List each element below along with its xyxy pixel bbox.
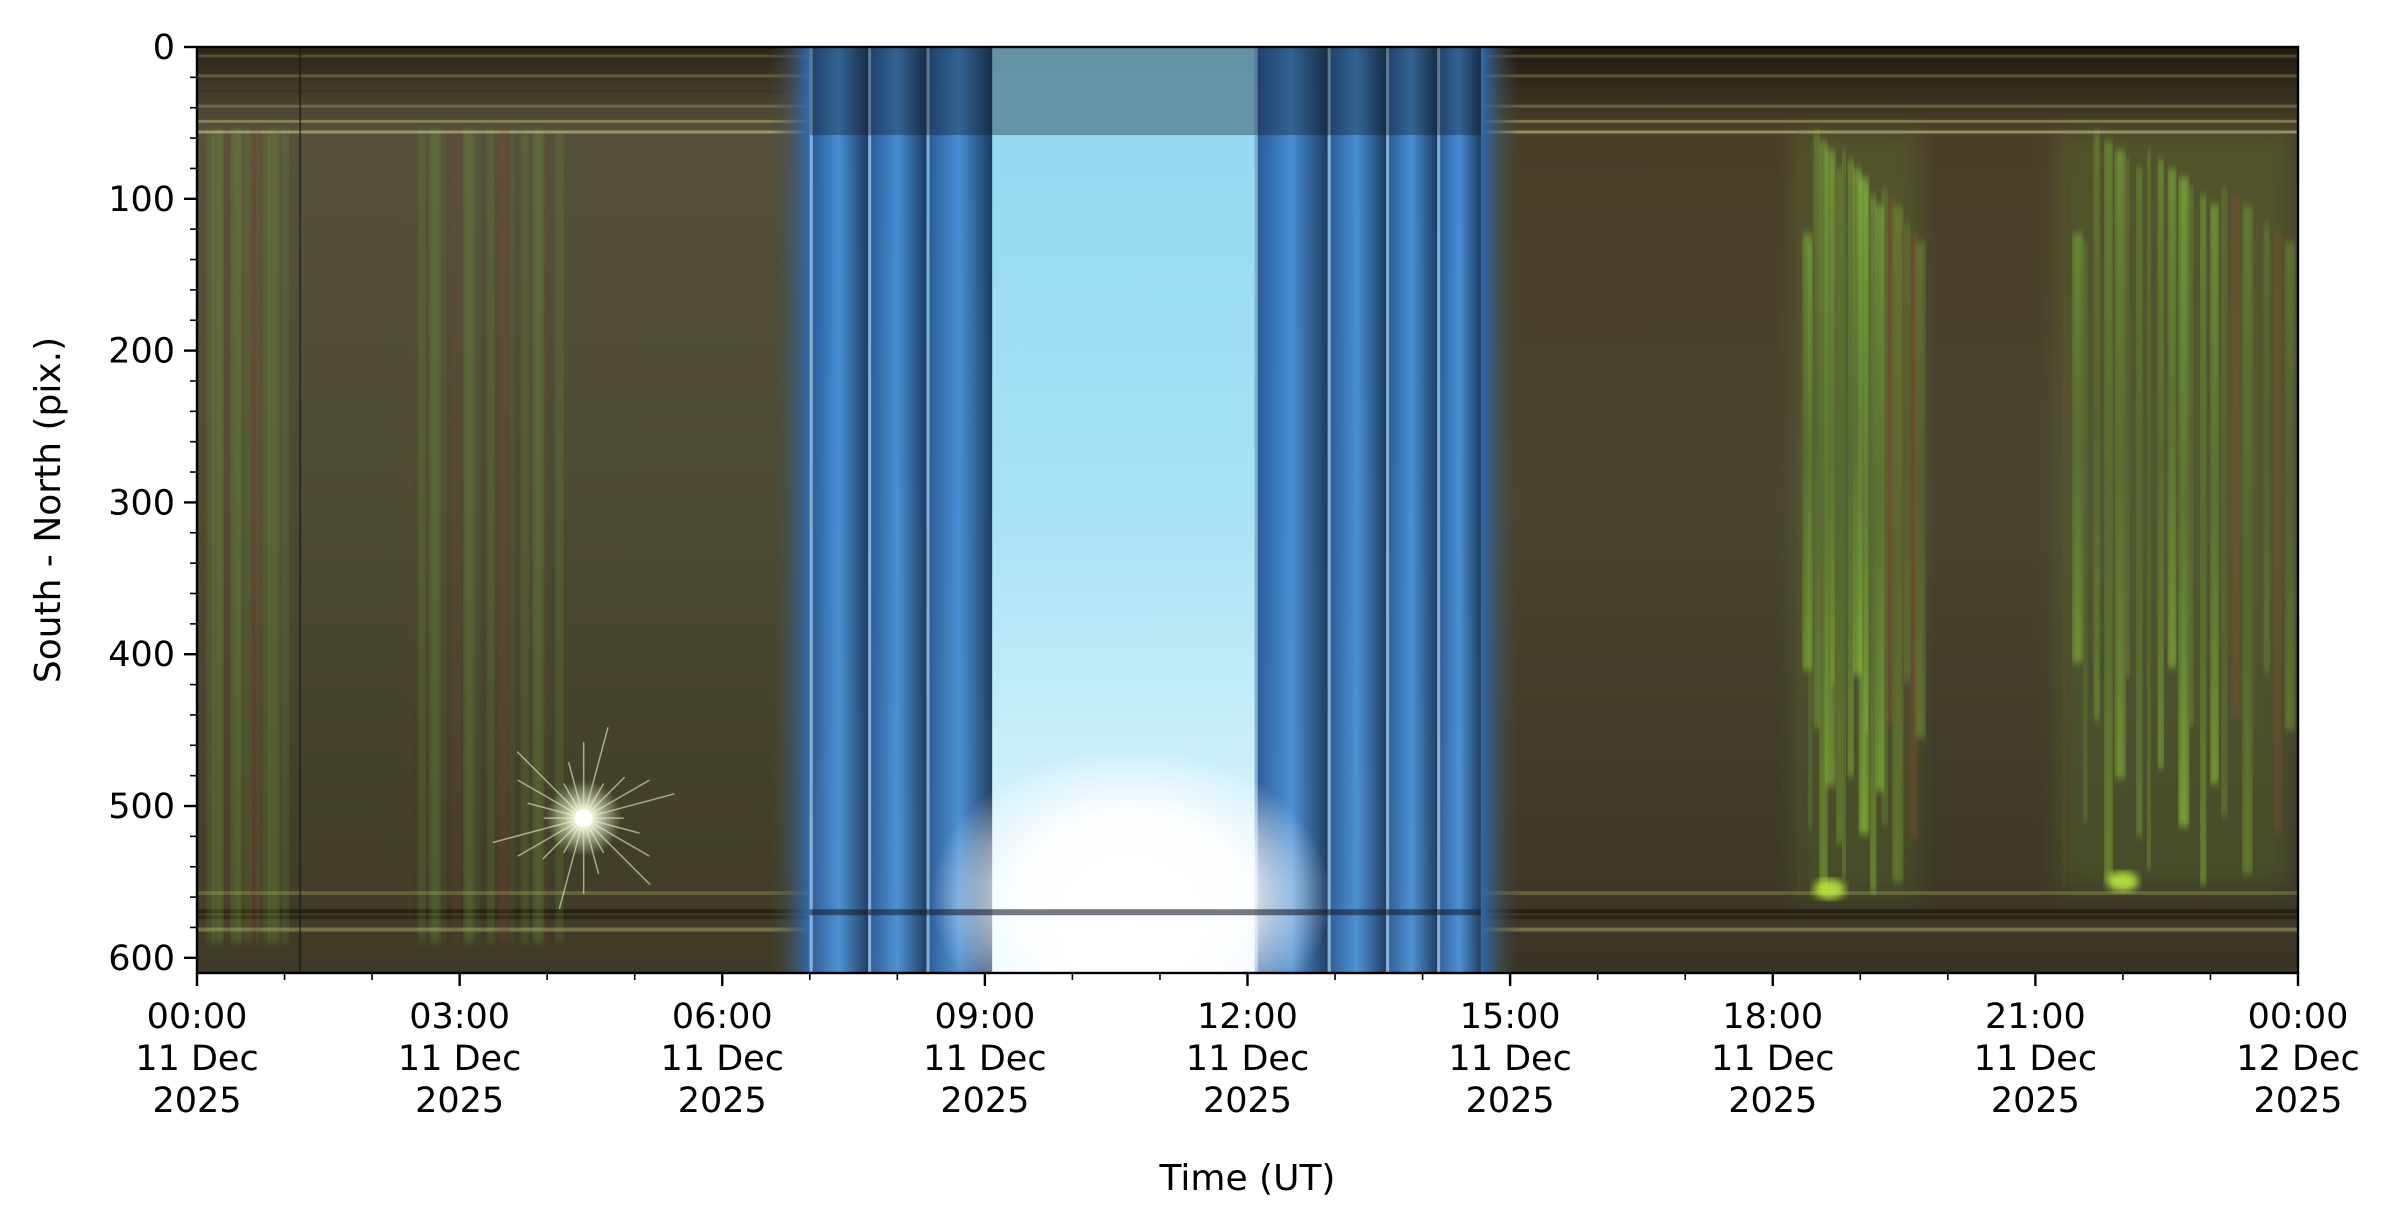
y-tick-label: 100 — [108, 180, 175, 220]
x-tick-label: 15:00 11 Dec 2025 — [1448, 997, 1571, 1121]
keogram-image — [197, 47, 2298, 973]
y-axis-label: South - North (pix.) — [28, 337, 69, 683]
y-tick-label: 200 — [108, 332, 175, 372]
x-tick-year: 2025 — [940, 1081, 1029, 1121]
x-tick-date: 11 Dec — [135, 1039, 258, 1079]
y-tick-label: 500 — [108, 787, 175, 827]
x-tick-year: 2025 — [678, 1081, 767, 1121]
y-tick-label: 0 — [153, 28, 175, 68]
x-tick-year: 2025 — [152, 1081, 241, 1121]
aurora-arc-1 — [1794, 130, 1925, 900]
x-tick-year: 2025 — [415, 1081, 504, 1121]
x-tick-date: 11 Dec — [1448, 1039, 1571, 1079]
bright-star — [492, 727, 675, 910]
x-tick-time: 09:00 — [934, 997, 1035, 1037]
x-tick-date: 11 Dec — [398, 1039, 521, 1079]
x-tick-date: 11 Dec — [1974, 1039, 2097, 1079]
x-tick-label: 12:00 11 Dec 2025 — [1186, 997, 1309, 1121]
y-tick-label: 600 — [108, 939, 175, 979]
daylight-region — [769, 47, 1521, 973]
x-tick-label: 18:00 11 Dec 2025 — [1711, 997, 1834, 1121]
x-tick-time: 00:00 — [147, 997, 248, 1037]
x-tick-year: 2025 — [1466, 1081, 1555, 1121]
sun-glare — [930, 747, 1331, 973]
x-tick-date: 11 Dec — [661, 1039, 784, 1079]
x-tick-label: 21:00 11 Dec 2025 — [1974, 997, 2097, 1121]
y-tick-label: 300 — [108, 483, 175, 523]
x-tick-time: 18:00 — [1722, 997, 1823, 1037]
x-tick-label: 06:00 11 Dec 2025 — [661, 997, 784, 1121]
dark-column — [299, 47, 302, 973]
x-tick-date: 11 Dec — [1711, 1039, 1834, 1079]
x-tick-label: 00:00 12 Dec 2025 — [2236, 997, 2359, 1121]
x-tick-year: 2025 — [1728, 1081, 1817, 1121]
x-tick-label: 00:00 11 Dec 2025 — [135, 997, 258, 1121]
x-tick-time: 06:00 — [672, 997, 773, 1037]
x-tick-year: 2025 — [1203, 1081, 1292, 1121]
x-tick-date: 11 Dec — [923, 1039, 1046, 1079]
x-tick-label: 09:00 11 Dec 2025 — [923, 997, 1046, 1121]
x-tick-year: 2025 — [2253, 1081, 2342, 1121]
x-tick-time: 00:00 — [2248, 997, 2349, 1037]
x-tick-label: 03:00 11 Dec 2025 — [398, 997, 521, 1121]
x-tick-time: 03:00 — [409, 997, 510, 1037]
x-tick-year: 2025 — [1991, 1081, 2080, 1121]
aurora-arc-2 — [2057, 130, 2295, 892]
x-tick-time: 21:00 — [1985, 997, 2086, 1037]
x-tick-date: 12 Dec — [2236, 1039, 2359, 1079]
x-tick-time: 12:00 — [1197, 997, 1298, 1037]
x-axis-label: Time (UT) — [1159, 1158, 1336, 1199]
x-tick-date: 11 Dec — [1186, 1039, 1309, 1079]
aurora-streaks — [200, 130, 564, 943]
y-axis-ticks: 0 100 200 300 400 500 600 — [108, 28, 197, 979]
x-tick-time: 15:00 — [1460, 997, 1561, 1037]
y-tick-label: 400 — [108, 635, 175, 675]
